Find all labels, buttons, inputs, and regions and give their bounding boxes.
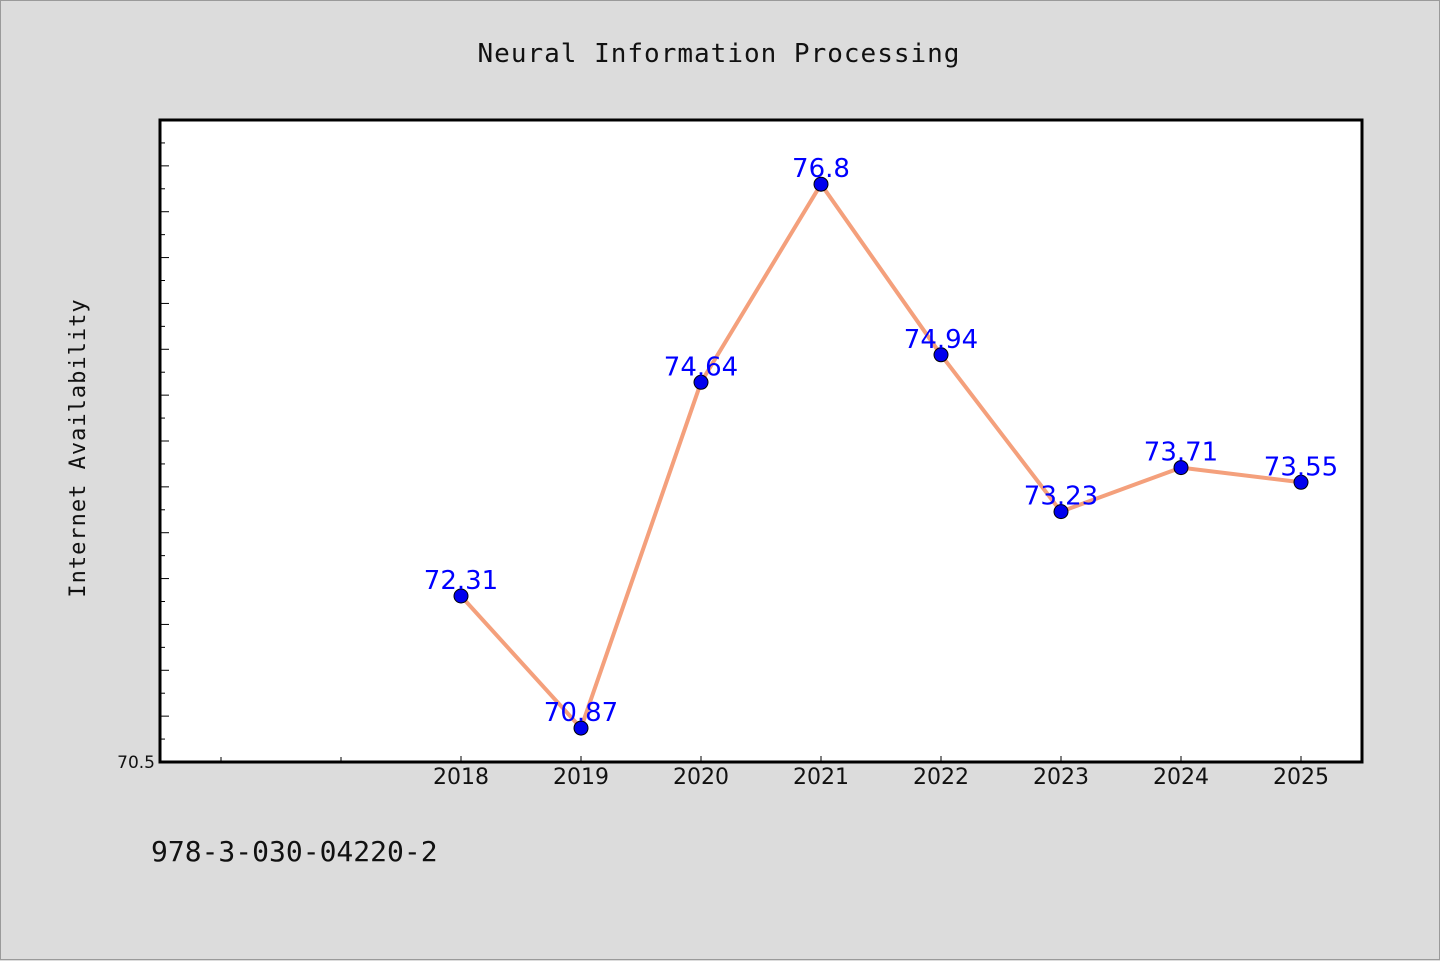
data-point (573, 720, 589, 736)
data-label: 70.87 (544, 698, 618, 728)
data-point (1053, 504, 1069, 520)
data-label: 73.71 (1144, 438, 1218, 468)
data-point (1293, 474, 1309, 490)
data-point (813, 176, 829, 192)
x-tick-label: 2023 (1033, 765, 1089, 790)
data-point (1173, 460, 1189, 476)
y-axis-ticks: 70.5 (117, 119, 169, 773)
y-tick-label: 70.5 (117, 753, 155, 773)
isbn-caption: 978-3-030-04220-2 (151, 835, 438, 868)
data-label: 74.64 (664, 352, 738, 382)
x-tick-label: 2019 (553, 765, 609, 790)
plot-area (158, 118, 1364, 764)
x-tick-label: 2020 (673, 765, 729, 790)
data-label: 76.8 (792, 154, 850, 184)
series-layer: 72.31 70.87 74.64 76.8 74.94 73.23 73.71 73.55 (424, 154, 1338, 736)
data-label: 72.31 (424, 566, 498, 596)
data-label: 73.55 (1264, 452, 1338, 482)
series-line (459, 182, 1302, 731)
x-tick-label: 2025 (1273, 765, 1329, 790)
y-axis-label: Internet Availability (66, 298, 91, 597)
x-tick-label: 2024 (1153, 765, 1209, 790)
chart-title: Neural Information Processing (478, 39, 961, 69)
data-label: 74.94 (904, 325, 978, 355)
data-point (693, 374, 709, 390)
data-point (933, 347, 949, 363)
x-tick-label: 2018 (433, 765, 489, 790)
data-point (453, 588, 469, 604)
x-axis-ticks: 2018 2019 2020 2021 2022 2023 2024 2025 (220, 756, 1329, 790)
x-tick-label: 2022 (913, 765, 969, 790)
x-tick-label: 2021 (793, 765, 849, 790)
data-label: 73.23 (1024, 482, 1098, 512)
